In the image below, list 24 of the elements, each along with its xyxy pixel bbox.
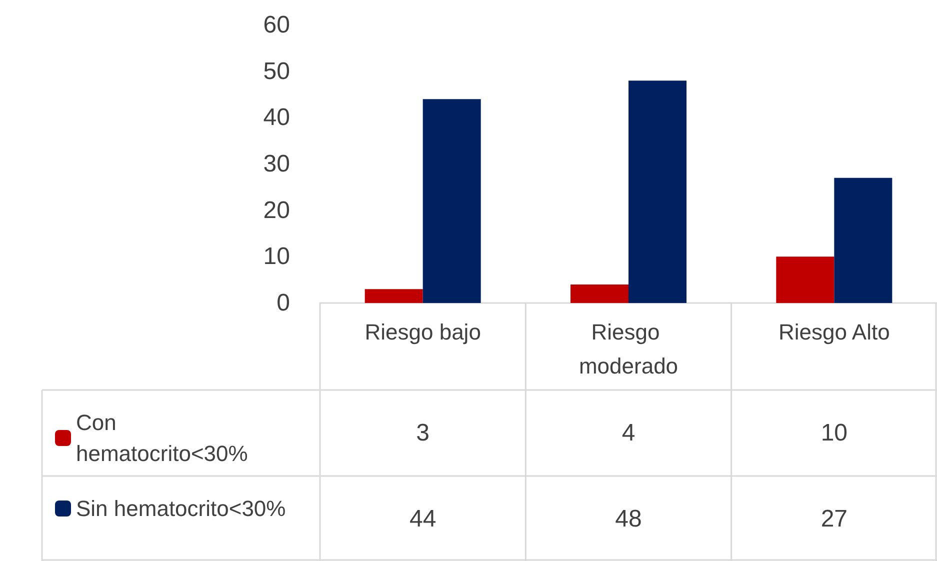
legend-label: Sin hematocrito<30%: [76, 496, 286, 521]
data-label: 44: [409, 506, 436, 532]
x-tick-label: Riesgo moderado: [578, 320, 678, 378]
bar: [628, 80, 686, 303]
y-tick-label: 40: [263, 104, 290, 132]
y-tick-label: 60: [263, 12, 290, 38]
y-tick-label: 0: [276, 290, 290, 316]
bar: [834, 178, 892, 303]
data-label: 3: [416, 420, 430, 446]
data-label: 48: [615, 506, 642, 532]
bar: [364, 289, 423, 303]
data-label: 27: [820, 506, 848, 532]
bar: [776, 256, 834, 303]
bar: [570, 284, 628, 303]
legend-label: Con hematocrito<30%: [76, 410, 248, 466]
y-tick-label: 50: [263, 58, 290, 85]
x-tick-label: Riesgo bajo: [364, 320, 481, 344]
y-tick-label: 10: [263, 243, 290, 270]
data-label: 4: [622, 420, 636, 446]
y-tick-label: 30: [263, 150, 290, 178]
x-tick-label: Riesgo Alto: [778, 320, 890, 344]
bar: [422, 99, 481, 303]
y-tick-label: 20: [263, 196, 290, 224]
data-label: 10: [820, 420, 848, 446]
